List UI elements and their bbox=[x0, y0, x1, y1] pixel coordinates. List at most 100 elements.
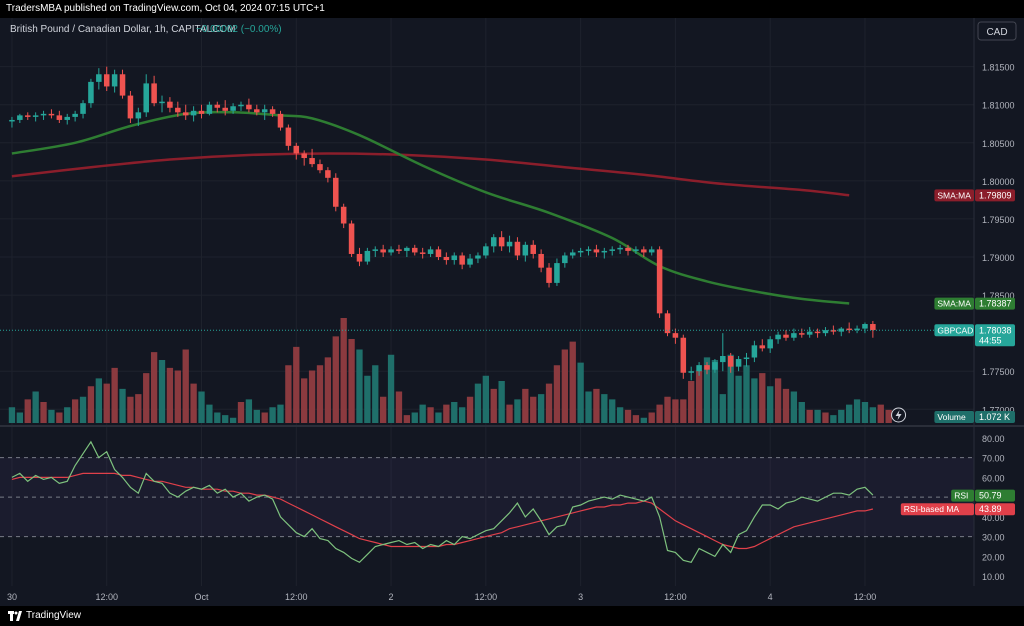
svg-text:SMA:MA: SMA:MA bbox=[937, 190, 971, 200]
currency-button[interactable]: CAD bbox=[977, 21, 1017, 41]
rsi-tick-label: 10.00 bbox=[982, 572, 1005, 582]
rsi-tag: RSI 50.79 bbox=[951, 489, 1015, 502]
volume-bar bbox=[451, 402, 458, 423]
volume-bar bbox=[632, 415, 640, 423]
candle bbox=[704, 362, 710, 375]
volume-bar bbox=[869, 407, 877, 423]
volume-bar bbox=[846, 404, 853, 423]
price-tick-label: 1.81000 bbox=[982, 101, 1015, 111]
sma-slow-tag: SMA:MA 1.79809 bbox=[934, 189, 1015, 202]
sma-slow-path bbox=[11, 152, 850, 197]
volume-bar bbox=[56, 412, 63, 423]
candle bbox=[490, 234, 497, 253]
candle bbox=[364, 247, 371, 265]
candle bbox=[735, 355, 742, 372]
candle bbox=[269, 106, 276, 117]
volume-bar bbox=[443, 404, 450, 423]
candle bbox=[846, 322, 852, 334]
candle bbox=[9, 116, 15, 128]
volume-bar bbox=[158, 360, 166, 423]
volume-bar bbox=[316, 365, 324, 423]
svg-text:43.89: 43.89 bbox=[979, 504, 1002, 514]
brand-text: TradingView bbox=[26, 610, 82, 621]
volume-bar bbox=[135, 394, 142, 423]
candle bbox=[870, 320, 876, 338]
candle bbox=[40, 110, 47, 120]
volume-bar bbox=[522, 388, 529, 423]
volume-bar bbox=[853, 399, 861, 423]
volume-bar bbox=[790, 391, 798, 423]
candle bbox=[814, 328, 821, 338]
volume-bar bbox=[593, 388, 600, 423]
volume-bar bbox=[782, 388, 790, 423]
volume-bar bbox=[656, 404, 663, 423]
volume-bar bbox=[490, 388, 497, 423]
volume-bar bbox=[561, 349, 568, 423]
svg-text:1.78387: 1.78387 bbox=[979, 299, 1012, 309]
candle bbox=[451, 252, 458, 265]
publisher-bar: TradersMBA published on TradingView.com,… bbox=[0, 0, 1024, 18]
candle bbox=[712, 359, 718, 373]
volume-bar bbox=[514, 399, 521, 423]
candle bbox=[751, 340, 758, 363]
candle bbox=[254, 104, 260, 116]
footer-bar: TradingView bbox=[0, 606, 1024, 626]
candle bbox=[562, 252, 568, 268]
volume-bar bbox=[774, 378, 782, 423]
volume-bar bbox=[751, 378, 758, 423]
candle bbox=[24, 112, 31, 120]
volume-bar bbox=[308, 370, 316, 423]
candle bbox=[119, 69, 126, 99]
volume-bar bbox=[150, 352, 158, 423]
volume-bar bbox=[806, 409, 813, 423]
candle bbox=[301, 150, 307, 166]
candle bbox=[80, 100, 86, 119]
volume-bar bbox=[79, 396, 87, 423]
rsi-tick-label: 20.00 bbox=[982, 552, 1005, 562]
time-axis: 30 12:00 Oct 12:00 2 12:00 3 12:00 4 12:00 bbox=[7, 592, 876, 602]
volume-bar bbox=[332, 336, 339, 423]
price-tick-label: 1.77000 bbox=[982, 405, 1015, 415]
currency-label: CAD bbox=[986, 27, 1007, 38]
sma-fast-path bbox=[11, 110, 850, 305]
candle bbox=[198, 104, 205, 119]
volume-bar bbox=[545, 383, 553, 423]
candle bbox=[538, 249, 544, 273]
candle bbox=[806, 327, 813, 338]
candle bbox=[96, 68, 102, 90]
candle bbox=[135, 107, 142, 127]
candle bbox=[680, 334, 687, 379]
candle bbox=[159, 95, 165, 113]
tradingview-logo[interactable]: TradingView bbox=[8, 606, 81, 626]
candle bbox=[577, 247, 584, 258]
volume-bar bbox=[387, 354, 395, 423]
chart-area[interactable]: 1.81500 1.81000 1.80500 1.80000 1.79500 1.790… bbox=[0, 18, 1024, 606]
candle bbox=[261, 104, 268, 120]
volume-bar bbox=[861, 402, 869, 423]
lightning-icon bbox=[891, 407, 907, 423]
candle bbox=[214, 101, 221, 113]
svg-text:44:55: 44:55 bbox=[979, 335, 1002, 345]
candle bbox=[838, 327, 845, 337]
volume-bar bbox=[16, 412, 24, 423]
volume-bar bbox=[237, 402, 245, 423]
volume-bar bbox=[830, 415, 837, 423]
volume-bar bbox=[198, 391, 205, 423]
volume-bar bbox=[648, 412, 655, 423]
symbol-title: British Pound / Canadian Dollar, 1h, CAP… bbox=[10, 24, 235, 35]
price-tick-label: 1.81500 bbox=[982, 63, 1015, 73]
volume-bar bbox=[8, 407, 16, 423]
volume-bar bbox=[506, 404, 513, 423]
volume-bar bbox=[285, 365, 292, 423]
candle bbox=[672, 328, 679, 344]
volume-bar bbox=[703, 357, 711, 423]
candle bbox=[111, 69, 118, 93]
volume-bar bbox=[695, 370, 703, 423]
candle bbox=[88, 78, 94, 108]
candle bbox=[854, 325, 860, 334]
volume-bar bbox=[719, 394, 726, 423]
candle bbox=[356, 247, 363, 267]
candle bbox=[32, 112, 39, 122]
